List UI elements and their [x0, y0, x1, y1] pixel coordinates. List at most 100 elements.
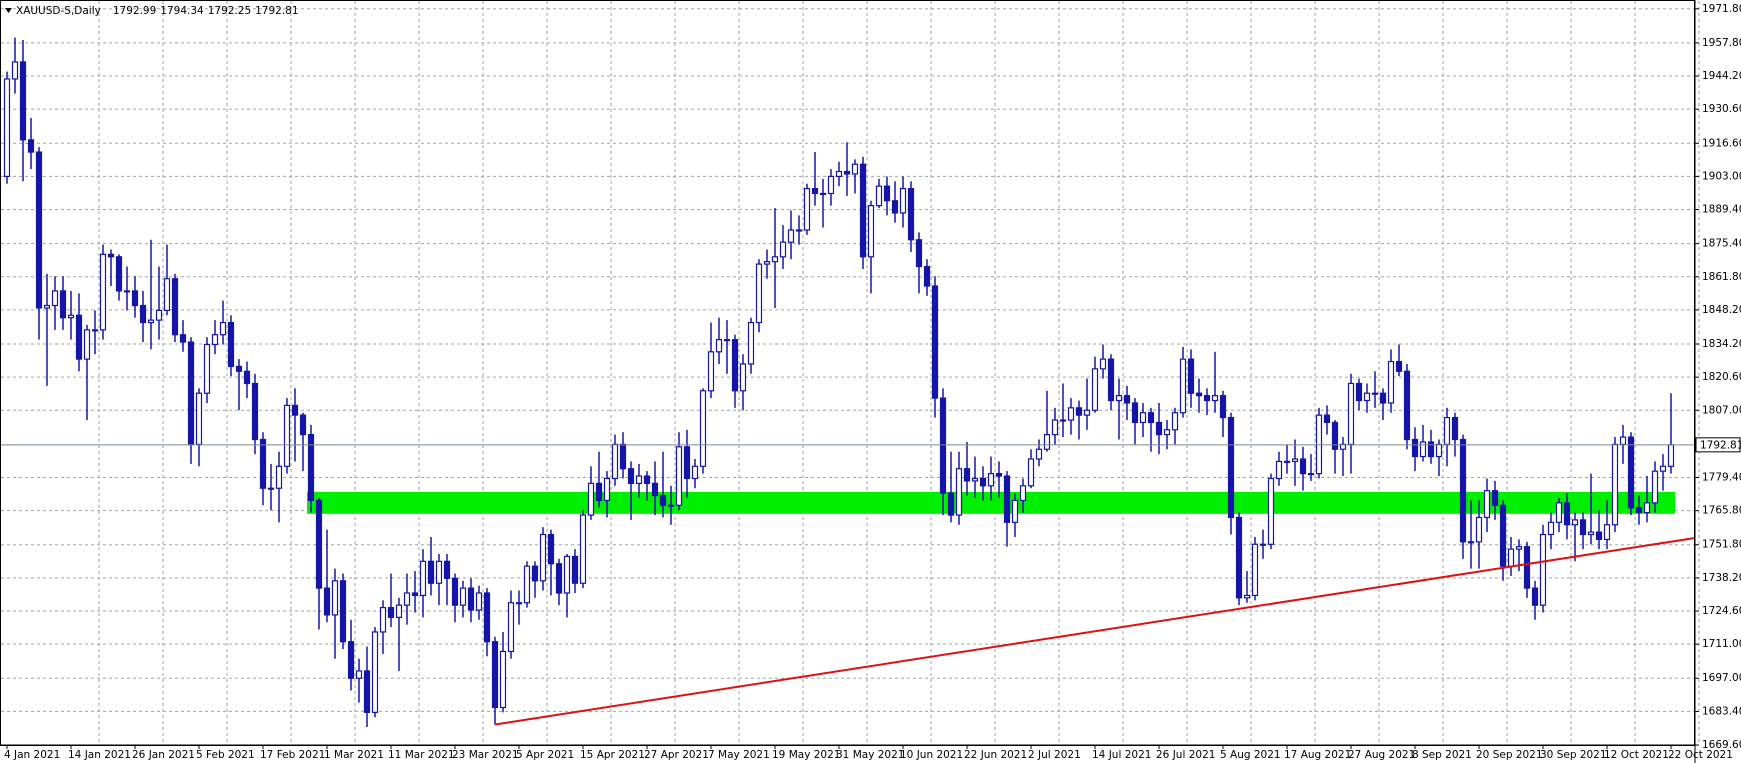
x-tick-label: 15 Apr 2021	[580, 749, 645, 761]
candle-body	[83, 329, 91, 360]
candles	[3, 37, 1675, 727]
candle-body	[59, 290, 67, 319]
candle-body	[275, 465, 283, 489]
candle-body	[387, 607, 395, 618]
candle-body	[779, 241, 787, 258]
candle-body	[539, 533, 547, 582]
candle-body	[531, 565, 539, 582]
x-tick-label: 2 Jul 2021	[1028, 749, 1081, 761]
candle-body	[819, 192, 827, 196]
candle-body	[603, 477, 611, 502]
y-tick-label: 1669.60	[1702, 739, 1741, 751]
y-tick-label: 1697.00	[1702, 672, 1741, 684]
candle-body	[611, 443, 619, 480]
candle-body	[1443, 416, 1451, 445]
candle-body	[323, 587, 331, 616]
axes: 1971.80 1957.80 1944.20 1930.60 1916.60 1903.…	[0, 3, 1741, 761]
candle-body	[811, 187, 819, 195]
candle-body	[1235, 516, 1243, 599]
menu-icon[interactable]	[5, 8, 12, 13]
candle-body	[1067, 407, 1075, 421]
x-tick-label: 5 Aug 2021	[1220, 749, 1281, 761]
candle-body	[1571, 519, 1579, 526]
current-price-box	[1695, 437, 1741, 453]
candle-body	[1115, 395, 1123, 402]
y-tick-label: 1711.00	[1702, 638, 1741, 650]
candle-body	[659, 494, 667, 506]
candle-body	[187, 341, 195, 445]
y-tick-label: 1944.20	[1702, 70, 1741, 82]
x-tick-label: 11 Mar 2021	[388, 749, 455, 761]
x-tick-label: 22 Jun 2021	[964, 749, 1027, 761]
candle-body	[419, 560, 427, 597]
candle-body	[179, 334, 187, 343]
header-value: 1792.25	[208, 5, 251, 17]
x-tick-label: 20 Sep 2021	[1476, 749, 1543, 761]
y-tick-label: 1834.20	[1702, 338, 1741, 350]
y-tick-label: 1848.20	[1702, 304, 1741, 316]
candle-body	[1611, 443, 1619, 526]
candle-body	[667, 504, 675, 507]
y-tick-label: 1861.80	[1702, 271, 1741, 283]
y-tick-label: 1807.00	[1702, 404, 1741, 416]
candle-body	[339, 580, 347, 643]
candle-body	[371, 631, 379, 713]
candle-body	[1211, 395, 1219, 402]
candle-body	[1155, 421, 1163, 436]
candle-body	[507, 602, 515, 653]
candle-body	[1331, 421, 1339, 450]
candle-body	[1451, 416, 1459, 441]
candle-body	[675, 446, 683, 506]
y-tick-label: 1738.20	[1702, 572, 1741, 584]
candle-body	[1627, 436, 1635, 509]
candle-body	[1379, 392, 1387, 404]
candle-body	[331, 580, 339, 616]
candle-body	[1019, 485, 1027, 502]
candle-body	[1555, 502, 1563, 523]
candle-body	[915, 239, 923, 268]
candle-body	[1139, 412, 1147, 424]
candle-body	[1643, 502, 1651, 514]
zone-layer	[307, 491, 1675, 514]
candle-body	[923, 265, 931, 287]
candle-body	[1547, 521, 1555, 536]
candle-body	[403, 592, 411, 606]
x-tick-label: 7 May 2021	[708, 749, 770, 761]
candle-body	[995, 473, 1003, 477]
candle-body	[1371, 392, 1379, 395]
candle-body	[763, 261, 771, 265]
candle-body	[307, 434, 315, 502]
candle-body	[715, 339, 723, 353]
y-tick-label: 1724.60	[1702, 605, 1741, 617]
candle-body	[315, 499, 323, 589]
candle-body	[155, 309, 163, 321]
candle-body	[835, 170, 843, 178]
candle-body	[1395, 360, 1403, 372]
candle-body	[931, 285, 939, 399]
candle-body	[1267, 477, 1275, 545]
candle-body	[147, 319, 155, 324]
candle-body	[1635, 507, 1643, 514]
candle-body	[411, 592, 419, 597]
header-value: 1794.34	[160, 5, 204, 17]
candle-body	[851, 163, 859, 175]
candle-body	[1651, 470, 1659, 504]
x-tick-label: 27 Apr 2021	[644, 749, 709, 761]
candle-body	[587, 482, 595, 516]
x-tick-label: 27 Aug 2021	[1348, 749, 1415, 761]
candle-body	[499, 650, 507, 709]
candle-body	[563, 555, 571, 594]
header-value: 1792.99	[113, 5, 156, 17]
header-value: 1792.81	[255, 5, 298, 17]
candle-body	[91, 329, 99, 332]
candle-body	[1243, 594, 1251, 599]
candle-body	[99, 253, 107, 331]
candle-body	[227, 321, 235, 368]
candle-body	[1595, 531, 1603, 540]
x-tick-label: 5 Feb 2021	[196, 749, 255, 761]
candle-body	[1099, 358, 1107, 370]
candle-body	[1131, 402, 1139, 424]
candle-body	[1123, 395, 1131, 404]
candle-body	[635, 475, 643, 484]
x-tick-label: 19 May 2021	[772, 749, 840, 761]
